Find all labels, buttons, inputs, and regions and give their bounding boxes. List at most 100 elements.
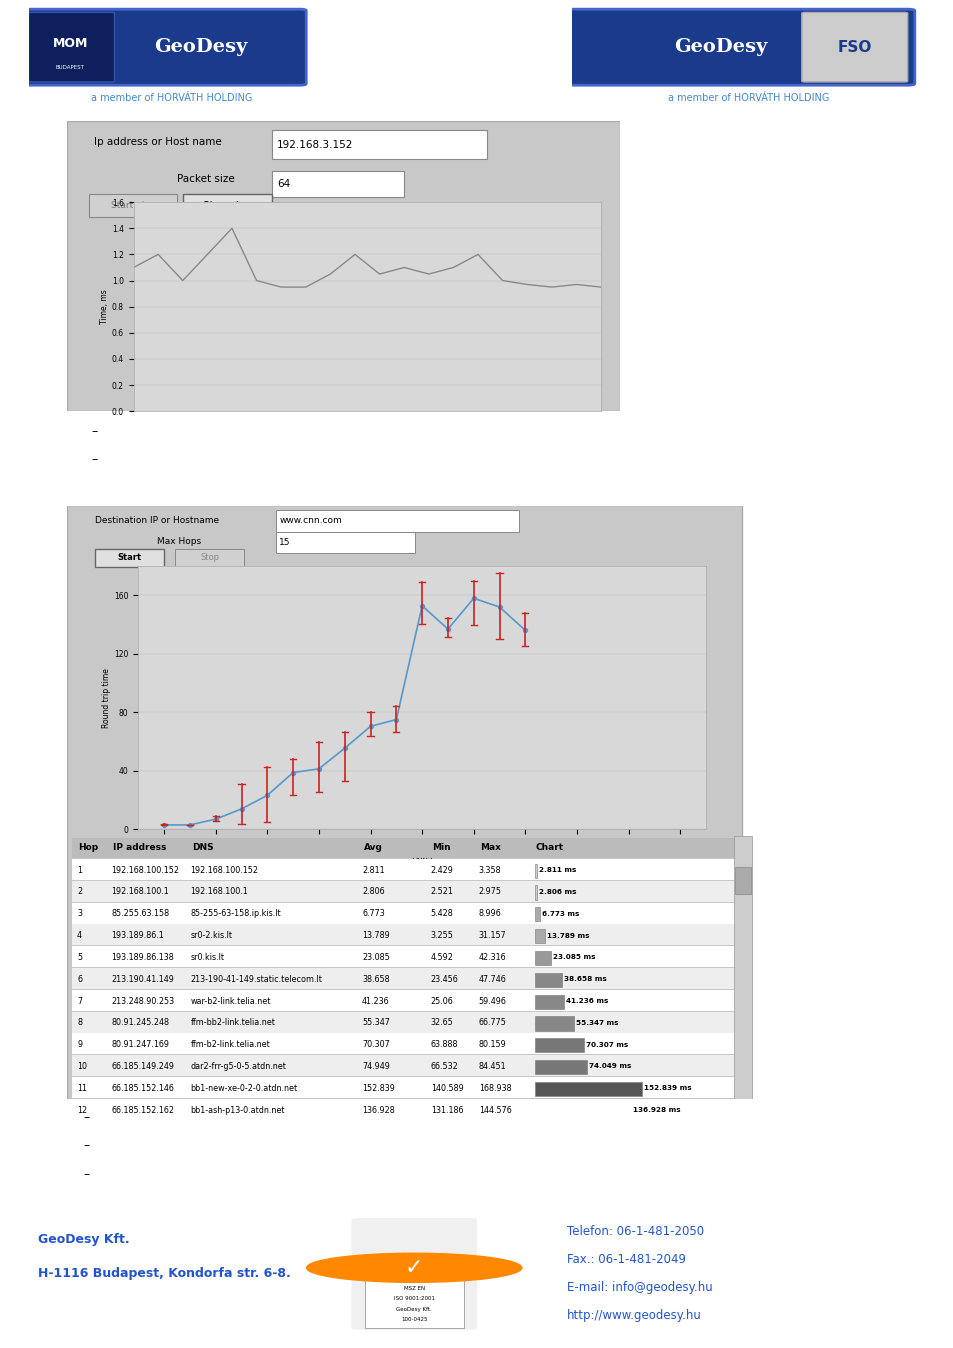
FancyBboxPatch shape (734, 836, 751, 1099)
Text: 38.658 ms: 38.658 ms (563, 976, 606, 983)
Text: http://www.geodesy.hu: http://www.geodesy.hu (566, 1309, 700, 1321)
Text: DNS: DNS (192, 842, 213, 852)
FancyBboxPatch shape (71, 1034, 744, 1054)
Point (440, 619, 456, 640)
Text: 6: 6 (77, 975, 82, 984)
Text: 192.168.100.1: 192.168.100.1 (112, 887, 169, 896)
FancyBboxPatch shape (71, 880, 744, 902)
FancyBboxPatch shape (183, 194, 272, 217)
Point (492, 596, 507, 617)
Text: 131.186: 131.186 (431, 1105, 463, 1115)
Text: 25.06: 25.06 (431, 996, 453, 1006)
Text: BUDAPEST: BUDAPEST (55, 65, 85, 70)
FancyBboxPatch shape (535, 950, 551, 965)
Text: a member of HORVÁTH HOLDING: a member of HORVÁTH HOLDING (91, 93, 253, 104)
Text: Fax.: 06-1-481-2049: Fax.: 06-1-481-2049 (566, 1252, 685, 1266)
Text: 5.428: 5.428 (431, 910, 453, 918)
Text: dar2-frr-g5-0-5.atdn.net: dar2-frr-g5-0-5.atdn.net (191, 1062, 286, 1070)
Point (182, 814, 197, 836)
FancyBboxPatch shape (535, 1038, 583, 1053)
FancyBboxPatch shape (801, 12, 906, 82)
Text: 192.168.100.1: 192.168.100.1 (191, 887, 248, 896)
Text: Max Hops: Max Hops (157, 537, 201, 546)
Text: 31.157: 31.157 (478, 931, 506, 940)
Text: Telefon: 06-1-481-2050: Telefon: 06-1-481-2050 (566, 1225, 703, 1237)
Text: 193.189.86.138: 193.189.86.138 (112, 953, 174, 962)
Text: Min:  0.927 ms: Min: 0.927 ms (492, 329, 548, 337)
Text: 80.91.245.248: 80.91.245.248 (112, 1018, 170, 1027)
Text: –: – (83, 1139, 90, 1153)
Text: 7: 7 (77, 996, 82, 1006)
Text: 193.189.86.1: 193.189.86.1 (112, 931, 164, 940)
Text: 2.811: 2.811 (362, 865, 384, 875)
FancyBboxPatch shape (272, 171, 404, 197)
Text: 66.532: 66.532 (431, 1062, 458, 1070)
Text: GeoDesy: GeoDesy (673, 38, 766, 57)
Text: 70.307 ms: 70.307 ms (585, 1042, 628, 1047)
Text: ✓: ✓ (404, 1258, 423, 1278)
Point (414, 594, 429, 616)
Text: –: – (83, 1111, 90, 1124)
FancyBboxPatch shape (535, 907, 539, 922)
Text: 1: 1 (77, 865, 82, 875)
Text: 38.658: 38.658 (362, 975, 390, 984)
Y-axis label: Time, ms: Time, ms (100, 290, 109, 324)
FancyBboxPatch shape (23, 9, 306, 85)
X-axis label: Hops: Hops (411, 853, 433, 863)
Text: 4: 4 (77, 931, 82, 940)
Text: –: – (91, 425, 97, 438)
Text: 80.159: 80.159 (478, 1041, 506, 1049)
Text: 13.789 ms: 13.789 ms (546, 933, 589, 938)
Circle shape (306, 1254, 521, 1282)
Text: 85.255.63.158: 85.255.63.158 (112, 910, 170, 918)
Text: ffm-b2-link.telia.net: ffm-b2-link.telia.net (191, 1041, 270, 1049)
Text: Stop: Stop (200, 553, 219, 562)
Text: –: – (91, 453, 97, 466)
Text: 6.773: 6.773 (362, 910, 384, 918)
Text: ttl  64: ttl 64 (509, 314, 532, 324)
Text: 23.085 ms: 23.085 ms (553, 954, 596, 960)
FancyBboxPatch shape (535, 886, 537, 899)
Text: sr0.kis.lt: sr0.kis.lt (191, 953, 224, 962)
FancyBboxPatch shape (351, 1219, 476, 1329)
FancyBboxPatch shape (67, 121, 619, 411)
Text: 8.996: 8.996 (478, 910, 501, 918)
Text: 41.236 ms: 41.236 ms (565, 998, 608, 1004)
FancyBboxPatch shape (565, 9, 914, 85)
Text: 74.949: 74.949 (362, 1062, 390, 1070)
FancyBboxPatch shape (71, 903, 744, 923)
Text: 213.248.90.253: 213.248.90.253 (112, 996, 174, 1006)
Text: 64: 64 (276, 179, 290, 189)
FancyBboxPatch shape (735, 867, 750, 894)
FancyBboxPatch shape (535, 1082, 641, 1096)
Text: sr0-2.kis.lt: sr0-2.kis.lt (191, 931, 233, 940)
Text: war-b2-link.telia.net: war-b2-link.telia.net (191, 996, 271, 1006)
Text: 192.168.100.152: 192.168.100.152 (191, 865, 258, 875)
Text: 13.789: 13.789 (362, 931, 390, 940)
Text: Chart: Chart (535, 842, 562, 852)
Text: 23.085: 23.085 (362, 953, 390, 962)
FancyBboxPatch shape (71, 1011, 744, 1033)
Text: Avg:  1.018 ms: Avg: 1.018 ms (492, 342, 548, 352)
Text: Min: Min (432, 842, 451, 852)
FancyBboxPatch shape (364, 1278, 463, 1329)
Text: 0 %  loss: 0 % loss (503, 299, 537, 309)
Text: 2.429: 2.429 (431, 865, 454, 875)
FancyBboxPatch shape (71, 946, 744, 968)
Text: –: – (83, 1167, 90, 1181)
Text: 192.168.3.152: 192.168.3.152 (276, 139, 353, 150)
Text: IP address: IP address (112, 842, 166, 852)
Text: 47.746: 47.746 (478, 975, 506, 984)
FancyBboxPatch shape (89, 194, 177, 217)
Text: GeoDesy Kft.: GeoDesy Kft. (395, 1306, 432, 1312)
Text: 55.347 ms: 55.347 ms (576, 1020, 618, 1026)
Text: Destination IP or Hostname: Destination IP or Hostname (94, 516, 218, 524)
FancyBboxPatch shape (71, 1077, 744, 1099)
Text: 66.185.149.249: 66.185.149.249 (112, 1062, 174, 1070)
Point (466, 588, 481, 609)
Point (233, 798, 249, 820)
Text: 2: 2 (77, 887, 82, 896)
Text: 152.839: 152.839 (362, 1084, 395, 1093)
FancyBboxPatch shape (174, 549, 244, 566)
Point (156, 814, 172, 836)
